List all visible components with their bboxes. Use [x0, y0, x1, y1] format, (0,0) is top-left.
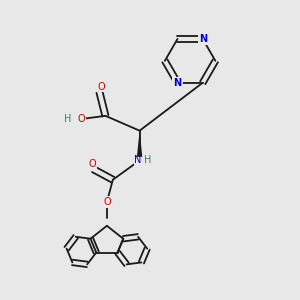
- Text: O: O: [103, 197, 111, 207]
- Text: O: O: [88, 159, 96, 169]
- Text: H: H: [143, 155, 151, 165]
- Text: N: N: [199, 34, 207, 44]
- Text: O: O: [78, 114, 86, 124]
- Text: N: N: [134, 155, 142, 165]
- Text: N: N: [173, 78, 181, 88]
- Polygon shape: [137, 131, 142, 157]
- Text: H: H: [64, 114, 71, 124]
- Text: O: O: [97, 82, 105, 92]
